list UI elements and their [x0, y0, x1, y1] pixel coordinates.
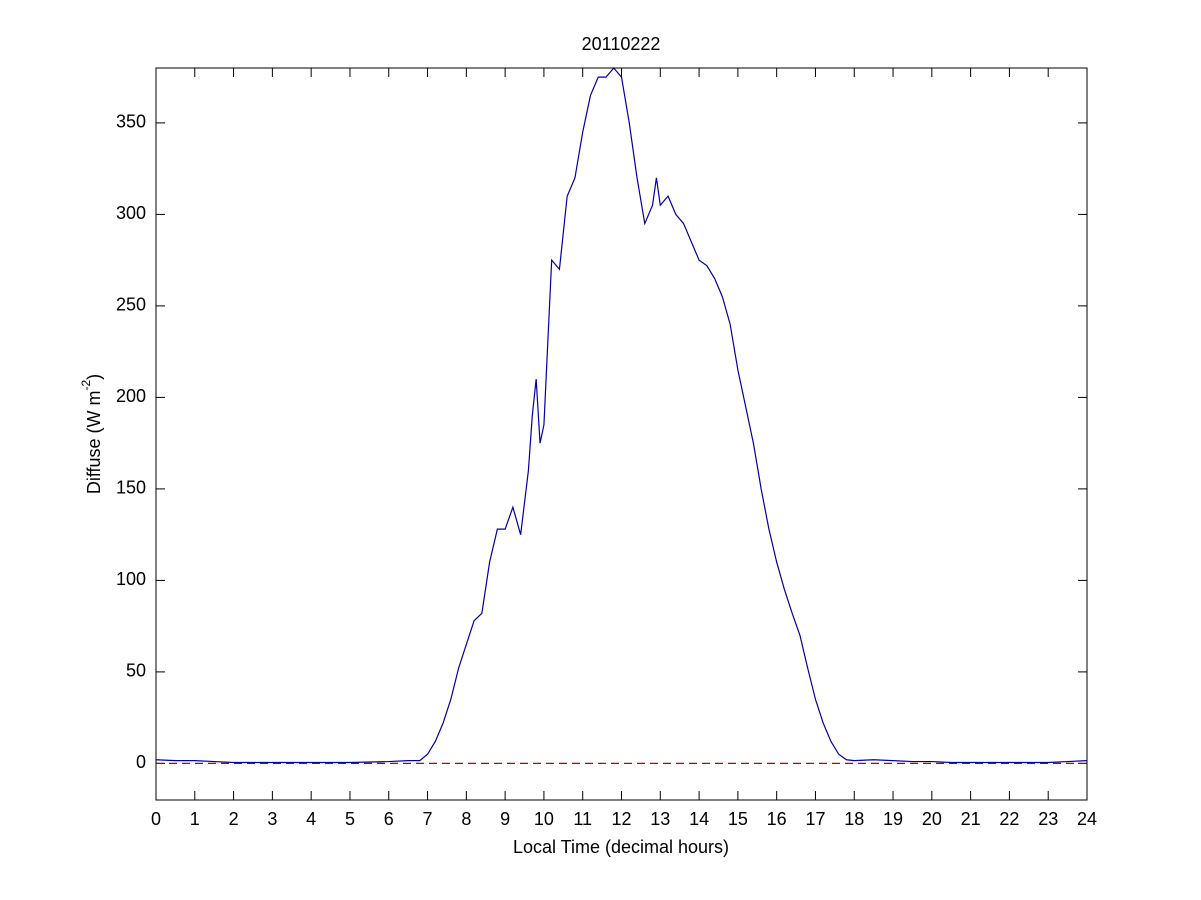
- x-tick-label: 8: [461, 809, 471, 829]
- x-tick-label: 22: [999, 809, 1019, 829]
- x-tick-label: 16: [767, 809, 787, 829]
- y-axis-label-sup: -2: [79, 379, 93, 390]
- chart-title: 20110222: [582, 34, 661, 54]
- x-tick-label: 1: [190, 809, 200, 829]
- x-tick-label: 13: [650, 809, 670, 829]
- y-axis-label-text: Diffuse (W m: [84, 390, 104, 494]
- x-tick-label: 24: [1077, 809, 1097, 829]
- x-tick-label: 14: [689, 809, 709, 829]
- x-tick-label: 0: [151, 809, 161, 829]
- x-tick-label: 18: [844, 809, 864, 829]
- x-tick-label: 21: [961, 809, 981, 829]
- x-tick-label: 7: [423, 809, 433, 829]
- x-axis-label: Local Time (decimal hours): [513, 837, 729, 857]
- y-axis-label-suffix: ): [84, 374, 104, 380]
- data-line: [155, 67, 1088, 764]
- x-tick-label: 19: [883, 809, 903, 829]
- plot-frame: [155, 67, 1088, 801]
- y-tick-label: 200: [116, 386, 146, 406]
- x-tick-label: 5: [345, 809, 355, 829]
- x-tick-label: 3: [267, 809, 277, 829]
- y-tick-label: 300: [116, 203, 146, 223]
- y-tick-label: 150: [116, 478, 146, 498]
- y-tick-label: 100: [116, 569, 146, 589]
- x-tick-label: 10: [534, 809, 554, 829]
- y-tick-label: 0: [136, 752, 146, 772]
- y-tick-label: 250: [116, 295, 146, 315]
- x-tick-label: 20: [922, 809, 942, 829]
- x-tick-label: 4: [306, 809, 316, 829]
- x-tick-label: 17: [805, 809, 825, 829]
- y-axis-label: Diffuse (W m-2): [79, 374, 104, 494]
- x-tick-label: 23: [1038, 809, 1058, 829]
- x-tick-label: 15: [728, 809, 748, 829]
- x-tick-label: 2: [229, 809, 239, 829]
- x-tick-label: 12: [611, 809, 631, 829]
- y-tick-label: 350: [116, 112, 146, 132]
- x-tick-label: 11: [573, 809, 592, 829]
- x-tick-label: 6: [384, 809, 394, 829]
- x-tick-label: 9: [500, 809, 510, 829]
- y-tick-label: 50: [126, 661, 146, 681]
